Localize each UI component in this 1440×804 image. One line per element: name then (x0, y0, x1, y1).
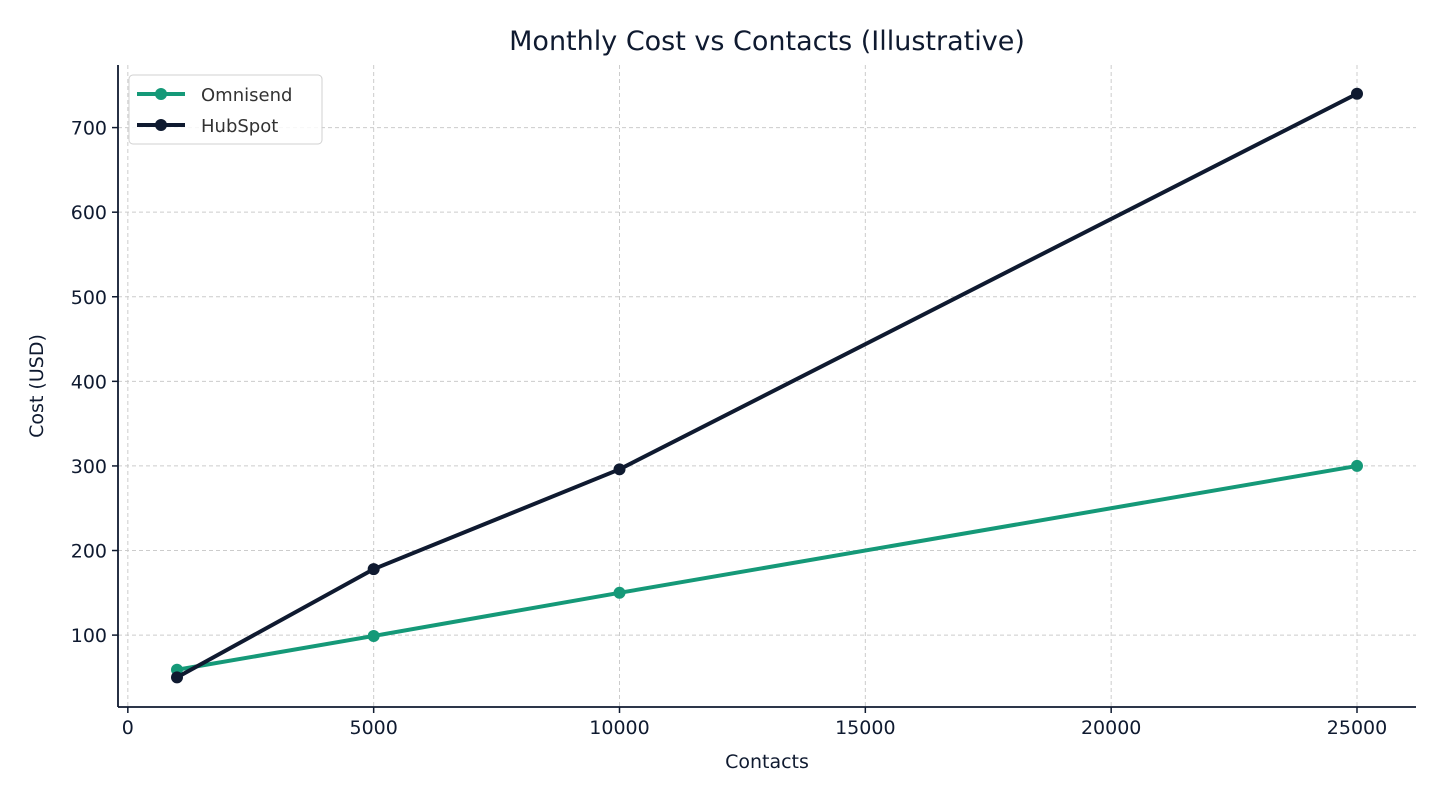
omnisend-point (613, 586, 626, 599)
legend-omnisend-marker (155, 88, 167, 100)
hubspot-line (176, 91, 1358, 680)
x-tick-label: 10000 (589, 717, 649, 739)
legend-omnisend-label: Omnisend (201, 85, 292, 106)
omnisend-point (367, 629, 380, 642)
grid (118, 65, 1416, 707)
x-tick-label: 25000 (1327, 717, 1387, 739)
x-axis-label: Contacts (725, 751, 809, 773)
y-tick-label: 700 (71, 118, 107, 140)
y-axis-label: Cost (USD) (26, 334, 48, 438)
y-tick-label: 500 (71, 287, 107, 309)
chart-title: Monthly Cost vs Contacts (Illustrative) (509, 26, 1025, 57)
y-tick-label: 300 (71, 456, 107, 478)
y-tick-label: 200 (71, 541, 107, 563)
legend-hubspot-label: HubSpot (201, 116, 278, 137)
legend-hubspot-marker (155, 119, 167, 131)
hubspot-point (367, 563, 380, 576)
x-tick-label: 0 (122, 717, 134, 739)
axes: 0 5000 10000 15000 20000 25000 100 200 300 400 500… (71, 65, 1416, 739)
y-tick-label: 100 (71, 625, 107, 647)
y-tick-label: 600 (71, 202, 107, 224)
series-group (171, 87, 1363, 684)
x-tick-label: 5000 (349, 717, 397, 739)
omnisend-point (1351, 459, 1363, 472)
x-tick-label: 20000 (1081, 717, 1141, 739)
omnisend-line (176, 463, 1358, 672)
legend: Omnisend HubSpot (128, 74, 323, 145)
hubspot-point (171, 671, 183, 684)
y-tick-label: 400 (71, 371, 107, 393)
x-tick-label: 15000 (835, 717, 895, 739)
hubspot-point (1351, 87, 1363, 100)
hubspot-point (613, 463, 626, 476)
